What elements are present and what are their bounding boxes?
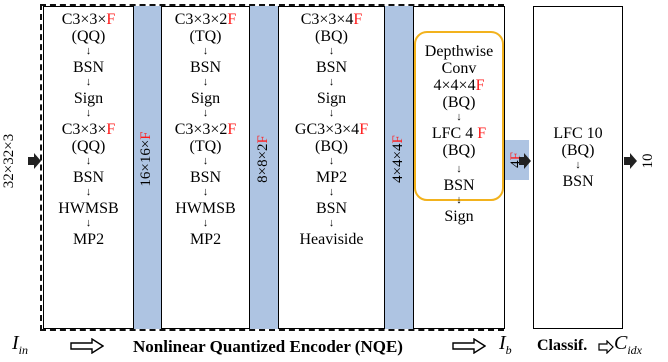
conv2-label: C3×3×2F [174,121,237,138]
output-dims-label: 10 [640,153,656,169]
band-1 [134,6,161,329]
hwmsb-label: HWMSB [175,200,236,217]
encoder-caption: Nonlinear Quantized Encoder (NQE) [133,337,403,356]
down-arrow-icon: ↓ [202,76,209,88]
block-2 [161,6,250,329]
lfc-label: LFC 4 F [431,125,487,142]
bsn-label: BSN [189,59,222,76]
down-arrow-icon: ↓ [85,45,92,57]
lfc10-label: LFC 10 [553,125,603,142]
band-1-label: 16×16×F [138,131,154,187]
down-arrow-icon: ↓ [456,194,462,206]
bsn-label: BSN [72,59,105,76]
bsn-label: BSN [315,200,348,217]
down-arrow-icon: ↓ [328,76,335,88]
classifier-block [533,6,623,329]
band-2-label: 8×8×2F [255,135,271,183]
conv-label: Conv [441,60,477,77]
conv1-label: C3×3×2F [174,11,237,28]
conv1-label: C3×3×F [61,11,116,28]
down-arrow-icon: ↓ [85,155,92,167]
depthwise-quant: (BQ) [442,94,476,111]
down-arrow-icon: ↓ [456,111,462,123]
conv1-quant: (BQ) [315,28,348,45]
conv1-quant: (TQ) [189,28,222,45]
hollow-arrow-icon [70,338,104,354]
band-2 [250,6,278,329]
input-dims-label: 32×32×3 [1,133,17,189]
depthwise-label: Depthwise [424,43,494,60]
hollow-arrow-icon [598,340,614,354]
down-arrow-icon: ↓ [202,107,209,119]
down-arrow-icon: ↓ [328,107,335,119]
down-arrow-icon: ↓ [328,45,335,57]
lfc10-quant: (BQ) [561,142,595,159]
down-arrow-icon: ↓ [202,45,209,57]
bsn-label: BSN [72,169,105,186]
conv1-label: C3×3×4F [300,11,363,28]
output-arrow-icon [624,153,637,169]
lfc-quant: (BQ) [442,142,476,159]
conv2-quant: (TQ) [189,138,222,155]
band-3 [385,6,413,329]
down-arrow-icon: ↓ [456,163,462,175]
classifier-caption: Classif. [537,337,588,354]
maxpool-label: MP2 [315,169,348,186]
depthwise-dims: 4×4×4F [433,77,485,94]
band-3-label: 4×4×4F [390,135,406,183]
down-arrow-icon: ↓ [328,217,335,229]
block-3 [278,6,385,329]
classifier-input-arrow-icon [519,153,531,169]
group-conv-label: GC3×3×4F [294,121,369,138]
bsn-label: BSN [189,169,222,186]
depthwise-lfc-highlight [414,31,504,201]
down-arrow-icon: ↓ [575,159,581,171]
down-arrow-icon: ↓ [85,76,92,88]
conv2-quant: (QQ) [71,138,106,155]
sign-label: Sign [316,90,347,107]
down-arrow-icon: ↓ [85,107,92,119]
binary-feature-symbol: Ib [499,332,512,357]
block-2-stack: C3×3×2F (TQ) ↓ BSN ↓ Sign ↓ C3×3×2F (TQ)… [161,11,250,248]
sign-label: Sign [73,90,104,107]
hwmsb-label: HWMSB [58,200,119,217]
sign-label: Sign [444,208,474,225]
classifier-stack: LFC 10 (BQ) ↓ BSN [533,125,623,190]
bsn-label: BSN [562,173,594,190]
conv2-label: C3×3×F [61,121,116,138]
bsn-label: BSN [443,177,475,194]
down-arrow-icon: ↓ [328,155,335,167]
block-4-stack: Depthwise Conv 4×4×4F (BQ) ↓ LFC 4 F (BQ… [413,43,505,225]
block-1-stack: C3×3×F (QQ) ↓ BSN ↓ Sign ↓ C3×3×F (QQ) ↓… [43,11,134,248]
group-conv-quant: (BQ) [315,138,348,155]
class-index-symbol: Cidx [614,332,643,357]
block-1 [43,6,134,329]
down-arrow-icon: ↓ [202,186,209,198]
maxpool-label: MP2 [189,231,222,248]
down-arrow-icon: ↓ [202,217,209,229]
sign-label: Sign [190,90,221,107]
down-arrow-icon: ↓ [328,186,335,198]
block-4 [413,6,505,329]
input-image-symbol: Iin [12,332,29,357]
down-arrow-icon: ↓ [85,186,92,198]
hollow-arrow-icon [452,338,486,354]
heaviside-label: Heaviside [299,231,364,248]
conv1-quant: (QQ) [71,28,106,45]
down-arrow-icon: ↓ [202,155,209,167]
bsn-label: BSN [315,59,348,76]
input-arrow-icon [28,153,41,169]
down-arrow-icon: ↓ [85,217,92,229]
block-3-stack: C3×3×4F (BQ) ↓ BSN ↓ Sign ↓ GC3×3×4F (BQ… [278,11,385,248]
maxpool-label: MP2 [72,231,105,248]
